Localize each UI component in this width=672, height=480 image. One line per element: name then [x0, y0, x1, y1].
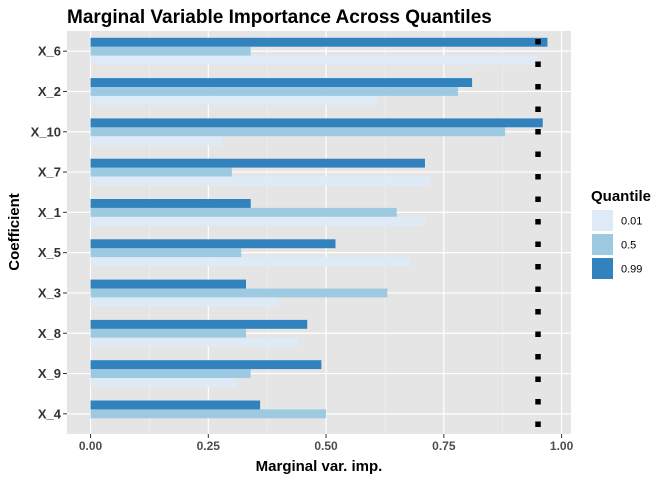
- bar: [90, 46, 251, 56]
- bar: [90, 78, 473, 87]
- legend: Quantile 0.01 0.5 0.99: [591, 188, 651, 279]
- bar: [90, 409, 327, 419]
- bar: [90, 239, 336, 249]
- bar: [90, 337, 298, 347]
- y-tick-label: X_6: [38, 44, 61, 59]
- legend-label: 0.99: [621, 264, 642, 276]
- y-tick-label: X_1: [38, 205, 61, 220]
- y-axis-title: Coefficient: [6, 193, 23, 271]
- x-axis-title: Marginal var. imp.: [256, 458, 383, 475]
- legend-swatch: [592, 258, 613, 279]
- bar: [90, 279, 246, 289]
- bar: [90, 167, 232, 177]
- bar: [90, 95, 378, 105]
- bar: [90, 158, 425, 168]
- legend-label: 0.01: [621, 216, 642, 228]
- y-tick-label: X_5: [38, 245, 61, 260]
- bar: [90, 319, 308, 329]
- bar: [90, 288, 388, 298]
- y-tick-label: X_9: [38, 366, 61, 381]
- bar: [90, 176, 430, 186]
- bar: [90, 248, 242, 258]
- bar: [90, 207, 397, 217]
- bars: [90, 37, 548, 428]
- legend-swatch: [592, 234, 613, 255]
- bar: [90, 369, 251, 378]
- x-axis-ticks: 0.00 0.25 0.50 0.75 1.00: [79, 434, 574, 453]
- x-tick-label: 1.00: [550, 439, 574, 453]
- bar: [90, 216, 425, 226]
- bar: [90, 118, 543, 128]
- bar: [90, 127, 506, 137]
- x-tick-label: 0.00: [79, 439, 103, 453]
- y-tick-label: X_2: [38, 84, 61, 99]
- bar: [90, 87, 458, 96]
- bar: [90, 378, 237, 387]
- y-tick-label: X_3: [38, 285, 61, 300]
- bar: [90, 257, 411, 266]
- legend-title: Quantile: [591, 188, 651, 205]
- bar: [90, 360, 322, 370]
- x-tick-label: 0.75: [432, 439, 456, 453]
- bar: [90, 136, 223, 146]
- legend-swatch: [592, 210, 613, 231]
- y-tick-label: X_7: [38, 165, 61, 180]
- y-tick-label: X_4: [38, 406, 62, 421]
- bar: [90, 199, 251, 208]
- y-tick-label: X_10: [31, 124, 61, 139]
- x-tick-label: 0.25: [197, 439, 221, 453]
- bar: [90, 328, 246, 338]
- bar: [90, 55, 539, 65]
- legend-label: 0.5: [621, 240, 636, 252]
- y-axis-ticks: X_6 X_2 X_10 X_7 X_1 X_5 X_3 X_8 X_9 X_4: [31, 44, 67, 421]
- bar: [90, 297, 279, 307]
- chart-title: Marginal Variable Importance Across Quan…: [67, 7, 492, 28]
- bar: [90, 37, 548, 47]
- bar: [90, 400, 261, 410]
- x-tick-label: 0.50: [314, 439, 338, 453]
- y-tick-label: X_8: [38, 326, 61, 341]
